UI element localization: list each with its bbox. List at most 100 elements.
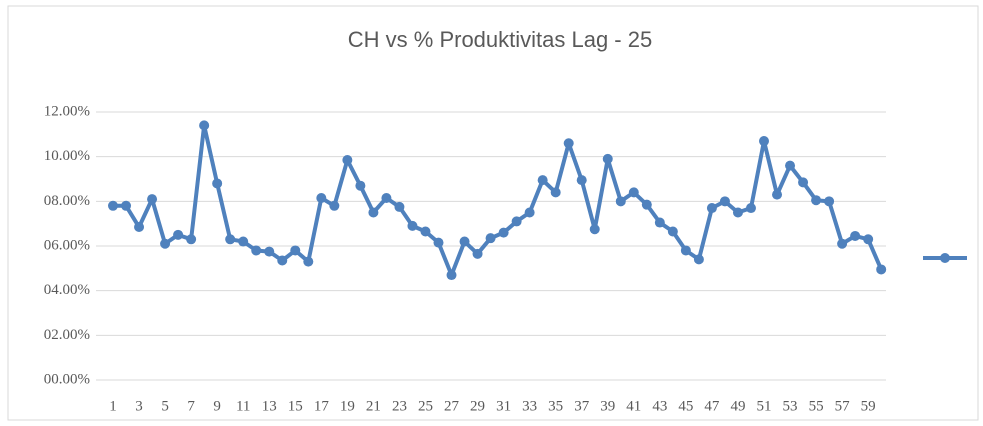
data-point <box>563 138 574 149</box>
y-tick-label: 06.00% <box>44 237 90 253</box>
x-tick-label: 45 <box>678 398 693 414</box>
x-tick-label: 27 <box>444 398 460 414</box>
data-point <box>134 222 145 233</box>
x-tick-label: 15 <box>288 398 303 414</box>
data-point <box>745 203 756 214</box>
data-point <box>368 207 379 218</box>
data-point <box>824 196 835 207</box>
x-tick-label: 49 <box>730 398 745 414</box>
data-point <box>355 180 366 191</box>
data-point <box>238 236 249 247</box>
x-tick-label: 39 <box>600 398 615 414</box>
x-tick-label: 5 <box>161 398 169 414</box>
data-point <box>589 224 600 235</box>
data-point <box>654 217 665 228</box>
data-point <box>160 238 171 249</box>
data-point <box>550 187 561 198</box>
data-point <box>850 230 861 241</box>
y-tick-label: 10.00% <box>44 148 90 164</box>
legend-marker <box>940 253 950 263</box>
data-point <box>381 192 392 203</box>
y-tick-label: 04.00% <box>44 282 90 298</box>
data-point <box>472 248 483 259</box>
y-tick-label: 00.00% <box>44 371 90 387</box>
data-point <box>759 136 769 147</box>
x-tick-label: 33 <box>522 398 537 414</box>
x-tick-label: 25 <box>418 398 433 414</box>
x-tick-label: 37 <box>574 398 590 414</box>
data-point <box>693 254 704 265</box>
data-point <box>251 245 262 256</box>
data-point <box>641 199 652 210</box>
x-tick-label: 11 <box>236 398 250 414</box>
x-tick-label: 1 <box>109 398 117 414</box>
data-point <box>407 220 418 231</box>
data-point <box>524 207 535 218</box>
data-point <box>798 177 809 188</box>
data-point <box>876 264 887 275</box>
x-tick-label: 59 <box>861 398 876 414</box>
y-tick-label: 12.00% <box>44 103 90 119</box>
x-tick-label: 19 <box>340 398 355 414</box>
data-point <box>277 255 288 266</box>
data-point <box>615 196 626 207</box>
data-point <box>108 200 118 211</box>
data-point <box>706 203 717 214</box>
data-point <box>316 192 327 203</box>
data-point <box>785 160 796 171</box>
data-point <box>147 194 158 205</box>
data-point <box>446 270 457 281</box>
data-point <box>837 238 848 249</box>
data-point <box>459 236 470 247</box>
y-tick-label: 08.00% <box>44 193 90 209</box>
data-point <box>264 246 275 257</box>
chart-title: CH vs % Produktivitas Lag - 25 <box>348 27 652 52</box>
x-tick-label: 29 <box>470 398 485 414</box>
x-tick-label: 57 <box>835 398 851 414</box>
x-tick-label: 17 <box>314 398 330 414</box>
x-tick-label: 13 <box>262 398 277 414</box>
data-point <box>290 245 301 256</box>
data-point <box>498 227 509 238</box>
x-tick-label: 9 <box>213 398 221 414</box>
data-point <box>212 178 223 189</box>
data-point <box>511 216 522 227</box>
data-point <box>342 155 353 166</box>
x-tick-label: 23 <box>392 398 407 414</box>
data-point <box>173 229 184 240</box>
data-point <box>485 233 496 244</box>
data-point <box>303 256 314 267</box>
chart-border <box>7 5 979 421</box>
x-tick-label: 43 <box>652 398 667 414</box>
x-tick-label: 41 <box>626 398 641 414</box>
x-tick-label: 55 <box>809 398 824 414</box>
data-point <box>121 200 132 211</box>
data-point <box>811 195 822 206</box>
data-point <box>732 207 743 218</box>
x-tick-label: 7 <box>187 398 195 414</box>
data-point <box>225 234 236 245</box>
data-point <box>186 234 197 245</box>
data-point <box>772 189 783 200</box>
y-tick-label: 02.00% <box>44 327 90 343</box>
x-tick-label: 21 <box>366 398 381 414</box>
data-point <box>329 200 340 211</box>
data-point <box>719 196 730 207</box>
x-tick-label: 51 <box>757 398 772 414</box>
x-tick-label: 31 <box>496 398 511 414</box>
data-point <box>394 201 405 212</box>
data-point <box>576 175 587 186</box>
data-point <box>199 120 210 131</box>
data-point <box>433 237 444 248</box>
x-tick-label: 47 <box>704 398 720 414</box>
x-tick-label: 3 <box>135 398 143 414</box>
x-tick-label: 53 <box>783 398 798 414</box>
x-tick-label: 35 <box>548 398 563 414</box>
data-point <box>667 226 678 237</box>
data-point <box>680 245 691 256</box>
data-point <box>420 226 431 237</box>
data-point <box>863 234 874 245</box>
data-point <box>537 175 548 186</box>
data-point <box>628 187 639 198</box>
